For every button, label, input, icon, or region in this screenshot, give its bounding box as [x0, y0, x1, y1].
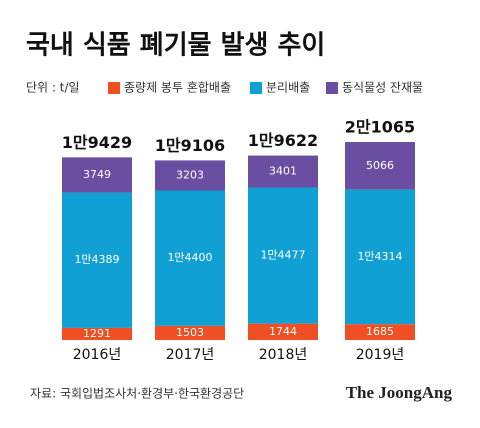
value-label: 1503 [176, 326, 204, 339]
bar-segment [155, 190, 225, 326]
value-label: 3749 [83, 168, 111, 181]
value-label: 1685 [366, 325, 394, 338]
value-label: 1744 [269, 325, 297, 338]
value-label: 1만4389 [74, 253, 119, 266]
bar-segment [248, 323, 318, 340]
chart-title: 국내 식품 폐기물 발생 추이 [26, 31, 325, 61]
legend-label: 분리배출 [266, 81, 310, 95]
value-label: 1만4477 [260, 249, 305, 262]
source: 자료: 국회입법조사처·환경부·한국환경공단 [30, 387, 244, 401]
total-label: 2만1065 [345, 118, 415, 137]
bar-segment [155, 160, 225, 191]
bar-segment [62, 192, 132, 328]
total-label: 1만9429 [62, 133, 132, 152]
x-tick-label: 2019년 [356, 347, 405, 363]
bar-segment [62, 157, 132, 193]
bar-segment [345, 142, 415, 190]
total-label: 1만9106 [155, 136, 225, 155]
total-label: 1만9622 [248, 131, 318, 150]
value-label: 3203 [176, 168, 204, 181]
x-tick-label: 2016년 [73, 347, 122, 363]
bar-segment [248, 187, 318, 324]
x-tick-label: 2017년 [166, 347, 215, 363]
legend-swatch [326, 82, 338, 94]
legend-label: 종량제 봉투 혼합배출 [124, 81, 231, 95]
bar-segment [345, 324, 415, 340]
value-label: 5066 [366, 159, 394, 172]
bar-segment [62, 327, 132, 340]
legend-label: 동식물성 잔재물 [342, 81, 423, 95]
brand: The JoongAng [346, 383, 453, 402]
legend-swatch [250, 82, 262, 94]
value-label: 1291 [83, 327, 111, 340]
unit-label: 단위 : t/일 [26, 81, 80, 95]
bar-segment [155, 325, 225, 340]
bar-segment [248, 155, 318, 188]
value-label: 3401 [269, 165, 297, 178]
legend-swatch [108, 82, 120, 94]
value-label: 1만4400 [167, 251, 212, 264]
value-label: 1만4314 [357, 250, 402, 263]
bar-segment [345, 189, 415, 325]
x-tick-label: 2018년 [259, 347, 308, 363]
